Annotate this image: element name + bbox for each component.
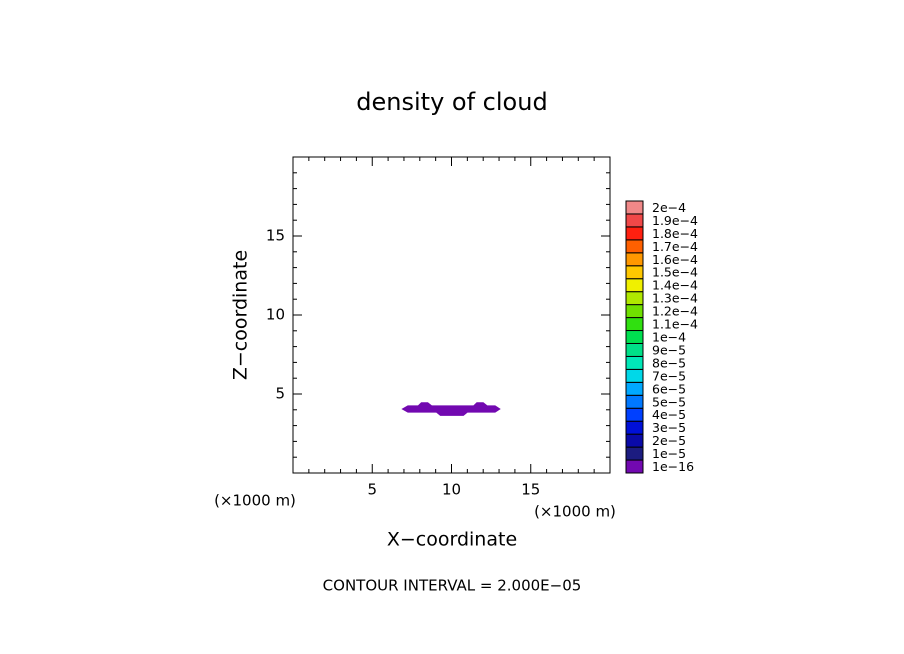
colorbar-box — [625, 317, 644, 332]
colorbar-box — [625, 407, 644, 422]
colorbar-box — [625, 304, 644, 319]
x-tick-label: 10 — [442, 481, 461, 499]
y-tick-label: 15 — [266, 227, 285, 245]
colorbar-box — [625, 226, 644, 241]
colorbar-label: 1.3e−4 — [652, 291, 698, 306]
colorbar-box — [625, 200, 644, 215]
y-axis-label: Z−coordinate — [230, 250, 252, 380]
colorbar-label: 1.7e−4 — [652, 239, 698, 254]
colorbar-label: 7e−5 — [652, 368, 686, 383]
colorbar-box — [625, 381, 644, 396]
colorbar-box — [625, 213, 644, 228]
colorbar-label: 9e−5 — [652, 342, 686, 357]
colorbar-label: 1.2e−4 — [652, 304, 698, 319]
colorbar-label: 1.9e−4 — [652, 213, 698, 228]
colorbar-box — [625, 342, 644, 357]
colorbar-box — [625, 446, 644, 461]
colorbar-label: 1.1e−4 — [652, 317, 698, 332]
colorbar-label: 1.6e−4 — [652, 252, 698, 267]
x-tick-label: 5 — [367, 481, 377, 499]
colorbar-label: 5e−5 — [652, 394, 686, 409]
colorbar-label: 1e−4 — [652, 330, 686, 345]
x-axis-unit: (×1000 m) — [534, 503, 616, 521]
colorbar-box — [625, 420, 644, 435]
chart-title: density of cloud — [356, 88, 547, 116]
colorbar-box — [625, 252, 644, 267]
colorbar-label: 6e−5 — [652, 381, 686, 396]
x-axis-label: X−coordinate — [387, 529, 517, 551]
y-tick-label: 10 — [266, 306, 285, 324]
y-tick-label: 5 — [275, 385, 285, 403]
colorbar-label: 8e−5 — [652, 355, 686, 370]
colorbar-box — [625, 459, 644, 474]
colorbar-box — [625, 394, 644, 409]
plot-frame — [292, 156, 611, 474]
colorbar-box — [625, 291, 644, 306]
colorbar-label: 2e−4 — [652, 200, 686, 215]
colorbar-box — [625, 368, 644, 383]
colorbar-box — [625, 433, 644, 448]
colorbar-label: 1.4e−4 — [652, 278, 698, 293]
colorbar-label: 1.5e−4 — [652, 265, 698, 280]
colorbar-label: 1e−5 — [652, 446, 686, 461]
colorbar-box — [625, 330, 644, 344]
colorbar-box — [625, 265, 644, 280]
colorbar-label: 2e−5 — [652, 433, 686, 448]
colorbar-label: 1.8e−4 — [652, 226, 698, 241]
colorbar-label: 1e−16 — [652, 459, 694, 474]
colorbar-label: 3e−5 — [652, 420, 686, 435]
colorbar-box — [625, 239, 644, 254]
y-axis-unit: (×1000 m) — [214, 492, 296, 510]
contour-interval-note: CONTOUR INTERVAL = 2.000E−05 — [323, 577, 582, 595]
colorbar-label: 4e−5 — [652, 407, 686, 422]
colorbar-box — [625, 355, 644, 370]
colorbar-box — [625, 278, 644, 293]
contour-region — [401, 402, 501, 416]
x-tick-label: 15 — [521, 481, 540, 499]
